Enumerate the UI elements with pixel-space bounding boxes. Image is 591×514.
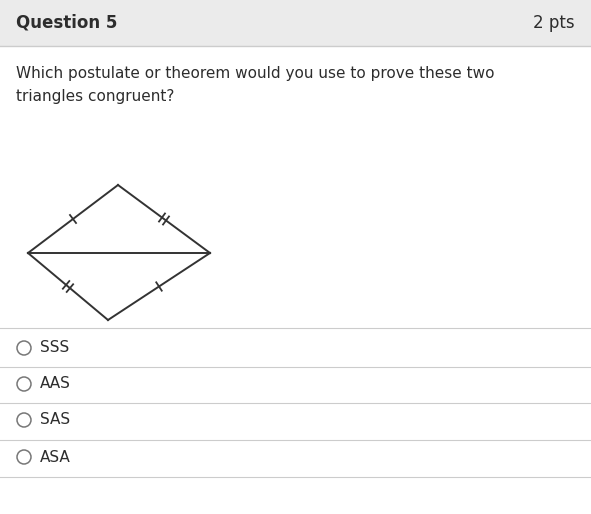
Text: Which postulate or theorem would you use to prove these two
triangles congruent?: Which postulate or theorem would you use… [16,66,495,104]
Bar [0,0,591,46]
Text: AAS: AAS [40,376,71,392]
Text: 2 pts: 2 pts [533,14,575,32]
Text: SAS: SAS [40,413,70,428]
Text: SSS: SSS [40,340,69,356]
Text: Question 5: Question 5 [16,14,118,32]
Text: ASA: ASA [40,450,71,465]
